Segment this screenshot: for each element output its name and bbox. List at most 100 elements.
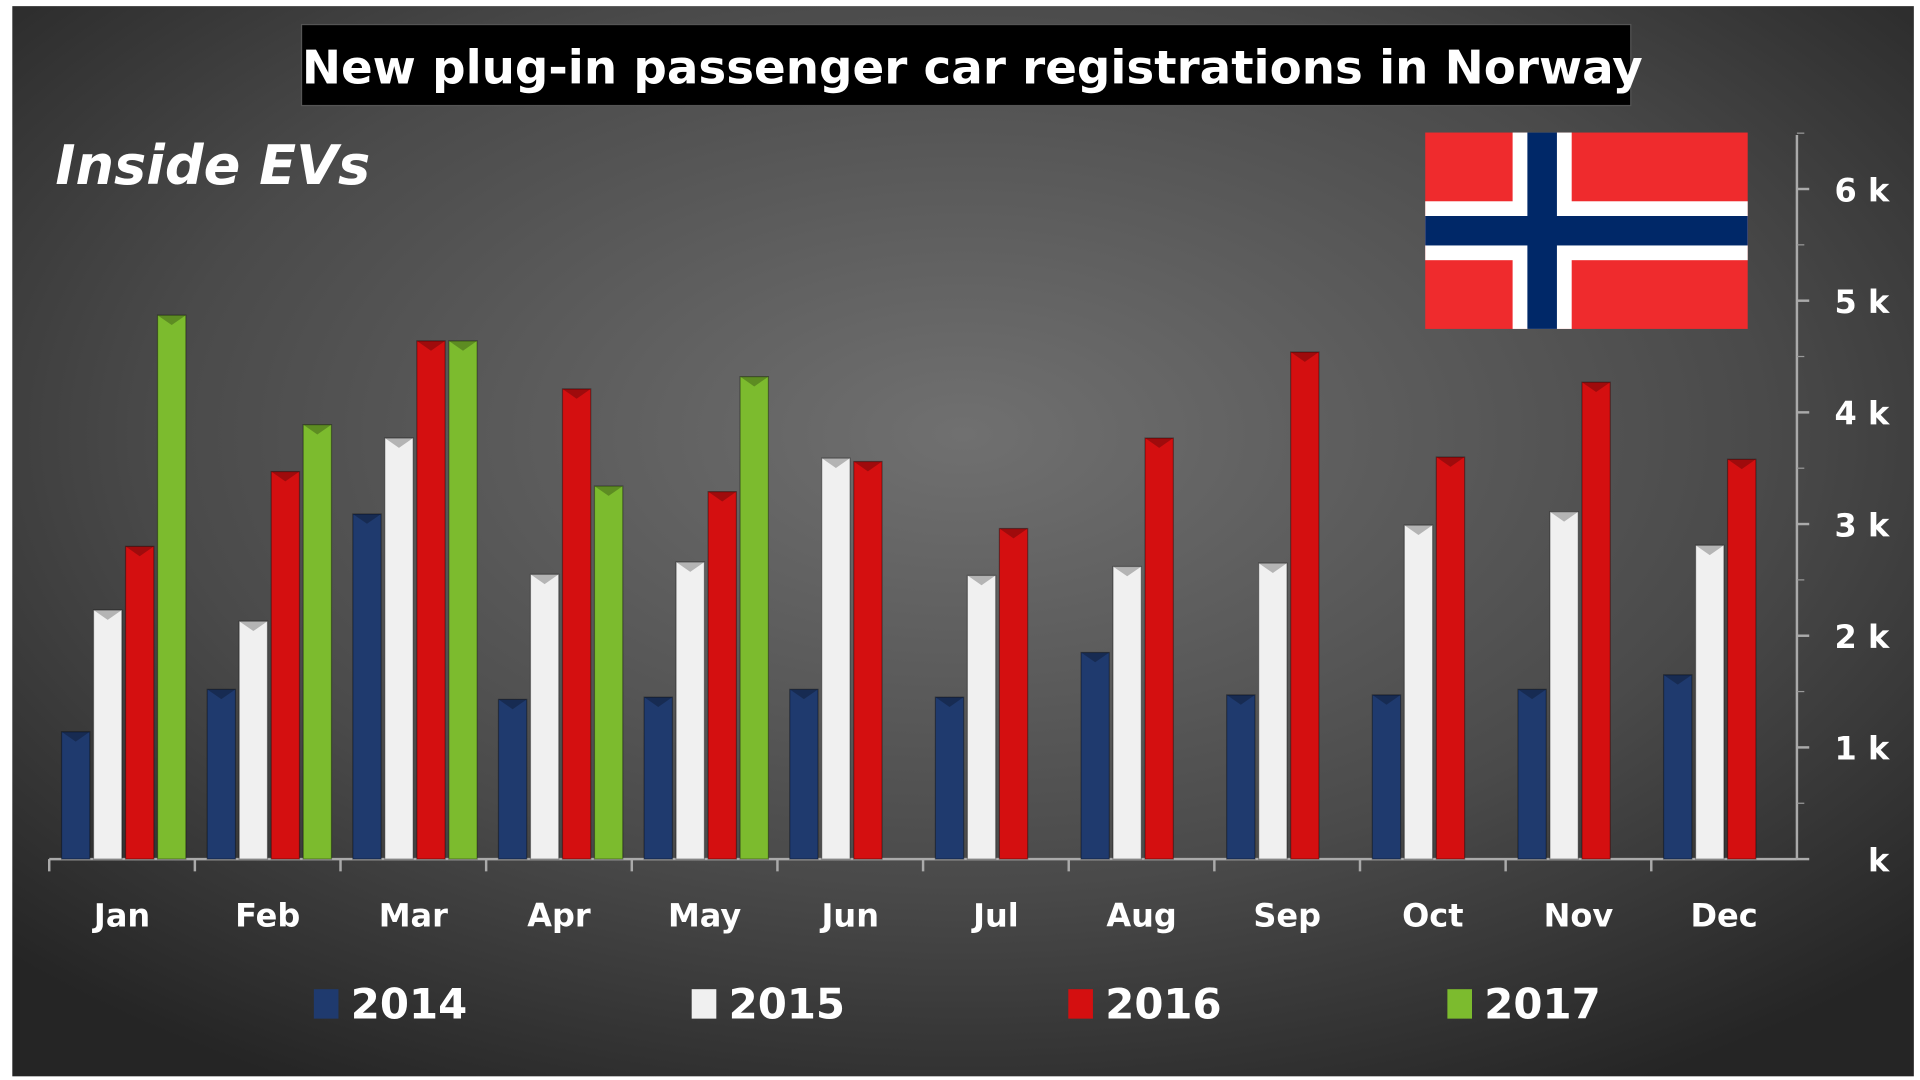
bar-2014-Mar [352,513,382,860]
bar-cap [125,546,154,557]
y-tick-label: 4 k [1835,395,1890,433]
bar-2015-Dec [1694,544,1725,860]
y-tick-label: k [1868,841,1890,879]
bar-cap [1290,352,1319,362]
bar-2015-Nov [1549,511,1579,860]
bar-cap [999,528,1028,539]
bar-cap [740,376,769,387]
bar-2014-Oct [1371,694,1402,860]
bar-cap [530,574,559,585]
chart-title: New plug-in passenger car registrations … [302,42,1643,96]
legend-label-2016: 2016 [1105,980,1221,1029]
bar-cap [644,697,673,707]
bar-2016-Nov [1581,381,1611,860]
bar-cap [498,699,527,710]
bar-2014-Feb [206,688,237,860]
bar-2015-Aug [1112,565,1142,860]
bar-cap [1226,694,1255,705]
bar-cap [384,438,414,448]
bar-cap [1145,438,1174,448]
x-tick-label: Jul [971,897,1019,935]
bar-cap [157,315,186,326]
bar-cap [1113,566,1142,577]
bar-cap [207,689,236,700]
bar-2015-May [675,561,706,860]
bar-2017-May [739,376,770,860]
bar-2017-Jan [156,314,187,860]
bar-cap [789,689,819,700]
bar-cap [935,697,964,707]
x-tick-label: Aug [1106,897,1176,935]
bar-2016-Mar [416,340,446,860]
bar-2016-Apr [561,388,592,860]
title-box [300,23,1632,107]
bar-cap [61,731,90,742]
bar-2015-Apr [529,573,560,860]
bar-cap [708,491,737,502]
bar-cap [1695,545,1724,556]
bar-2017-Feb [302,424,333,860]
x-tick-label: May [668,897,741,935]
bar-cap [967,575,996,586]
bar-2015-Feb [238,620,269,860]
bar-2014-Nov [1517,688,1547,860]
norway-flag [1425,132,1748,329]
bar-cap [303,424,332,435]
y-tick-label: 3 k [1835,506,1890,544]
bar-cap [562,388,591,399]
bar-2016-Jul [998,527,1029,860]
y-tick-label: 1 k [1835,730,1890,768]
legend-label-2017: 2017 [1484,980,1600,1029]
bar-2015-Jan [92,609,123,860]
bar-cap [1727,459,1756,470]
bar-2014-Apr [497,698,528,860]
bar-2016-Jun [853,460,883,860]
y-tick-label: 2 k [1835,618,1890,656]
x-tick-label: Feb [235,897,300,935]
x-tick-label: Mar [379,897,448,935]
bar-cap [448,340,478,351]
legend-swatch-2016 [1068,989,1093,1019]
bar-cap [821,458,851,468]
bar-2017-Mar [448,340,478,860]
legend-swatch-2017 [1447,989,1472,1019]
legend-swatch-2015 [691,989,717,1019]
bar-2014-Jan [60,731,91,860]
bar-2014-Jul [934,696,965,860]
bar-2016-Sep [1290,351,1320,860]
bar-2014-Aug [1080,651,1110,860]
bar-cap [1517,689,1547,700]
bar-2015-Jul [966,574,997,860]
x-tick-label: Sep [1253,897,1321,935]
x-tick-label: Nov [1544,897,1614,935]
y-tick-label: 5 k [1835,283,1890,321]
bar-2016-Oct [1435,456,1466,860]
bar-2016-May [707,491,738,860]
legend-label-2015: 2015 [729,980,845,1029]
bar-cap [1404,525,1433,535]
inside-evs-logo: Inside EVs [55,134,370,197]
bar-cap [1258,563,1287,573]
x-tick-label: Jan [92,897,150,935]
bar-cap [1081,652,1110,663]
bar-2015-Oct [1403,524,1434,860]
bar-cap [594,486,623,496]
bar-2017-Apr [593,485,624,860]
bar-2016-Jan [124,545,155,860]
bar-cap [676,562,705,572]
bar-2016-Feb [270,470,301,860]
bar-2014-Sep [1226,694,1256,860]
x-tick-label: Dec [1691,897,1758,935]
bar-cap [239,621,268,632]
bar-2014-Dec [1662,674,1693,860]
bar-2016-Aug [1144,437,1174,860]
bar-2015-Jun [821,457,851,860]
bar-cap [1549,511,1579,522]
legend-label-2014: 2014 [351,980,467,1029]
y-tick-label: 6 k [1835,171,1890,209]
bar-cap [352,513,382,524]
bar-cap [93,610,122,620]
bar-2016-Dec [1726,458,1757,860]
bar-2014-May [643,696,674,860]
